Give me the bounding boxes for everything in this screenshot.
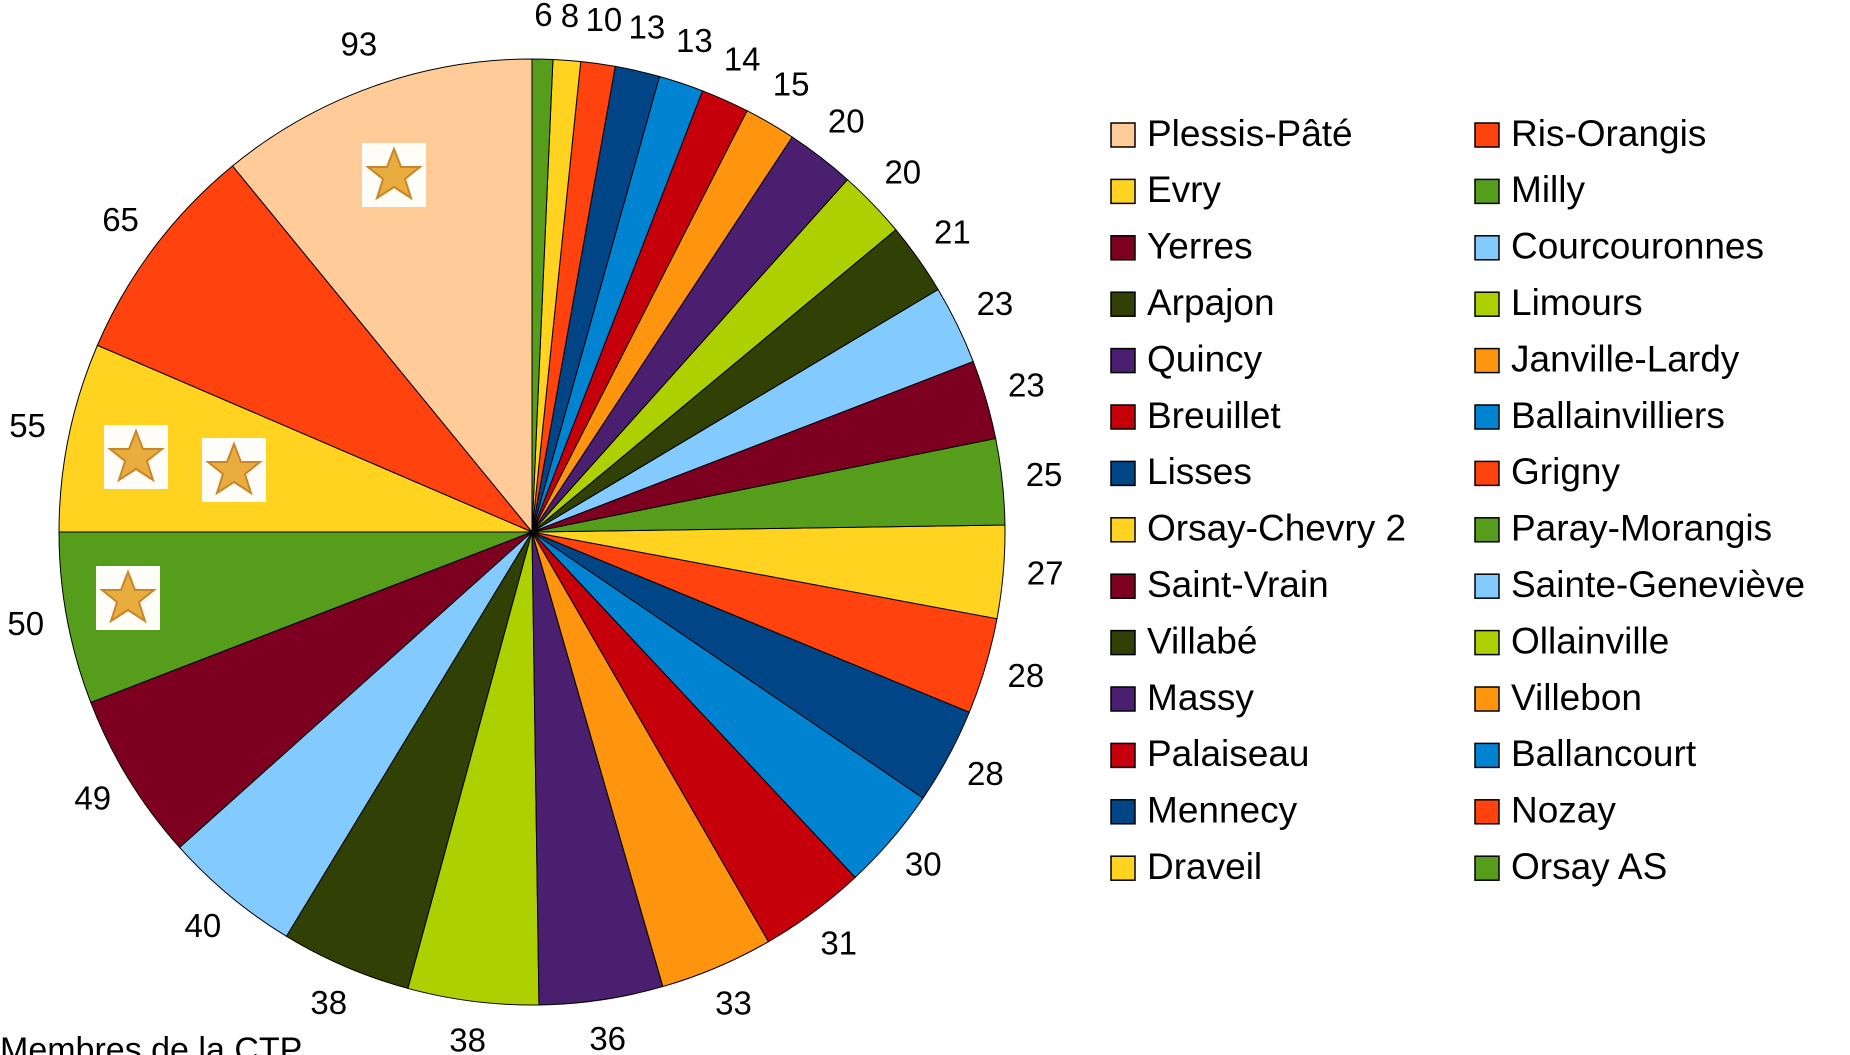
value-label: 20	[884, 153, 921, 190]
legend-label: Villabé	[1147, 620, 1257, 661]
value-label: 13	[629, 9, 666, 46]
legend-label: Janville-Lardy	[1511, 338, 1740, 379]
value-label: 49	[74, 780, 111, 817]
legend-swatch	[1111, 461, 1135, 485]
value-label: 8	[561, 0, 579, 34]
value-label: 38	[449, 1022, 486, 1055]
legend-label: Plessis-Pâté	[1147, 113, 1353, 154]
legend-label: Draveil	[1147, 846, 1262, 887]
legend-label: Ballancourt	[1511, 733, 1697, 774]
legend-swatch	[1111, 123, 1135, 147]
legend-label: Paray-Morangis	[1511, 508, 1772, 549]
value-label: 93	[340, 26, 377, 63]
legend-swatch	[1111, 179, 1135, 203]
legend-swatch	[1475, 461, 1499, 485]
legend-swatch	[1111, 856, 1135, 880]
legend-swatch	[1111, 236, 1135, 260]
legend-swatch	[1111, 518, 1135, 542]
value-label: 36	[589, 1020, 626, 1055]
legend-label: Evry	[1147, 169, 1222, 210]
legend-label: Nozay	[1511, 790, 1616, 831]
star-icon	[96, 566, 160, 630]
legend-swatch	[1475, 123, 1499, 147]
legend-label: Limours	[1511, 282, 1643, 323]
legend-swatch	[1111, 292, 1135, 316]
legend-swatch	[1475, 574, 1499, 598]
legend-swatch	[1111, 405, 1135, 429]
legend-label: Arpajon	[1147, 282, 1275, 323]
star-icon	[202, 438, 266, 502]
value-label: 10	[586, 1, 623, 38]
value-label: 28	[1007, 657, 1044, 694]
legend-swatch	[1475, 518, 1499, 542]
legend-swatch	[1475, 405, 1499, 429]
legend-swatch	[1111, 743, 1135, 767]
legend-label: Lisses	[1147, 451, 1252, 492]
legend-label: Orsay AS	[1511, 846, 1667, 887]
legend-label: Mennecy	[1147, 790, 1298, 831]
legend-label: Yerres	[1147, 226, 1253, 267]
legend-label: Palaiseau	[1147, 733, 1310, 774]
value-label: 15	[773, 66, 810, 103]
legend-swatch	[1475, 179, 1499, 203]
legend-label: Massy	[1147, 677, 1254, 718]
legend-label: Villebon	[1511, 677, 1642, 718]
value-label: 25	[1026, 456, 1063, 493]
value-label: 55	[9, 407, 46, 444]
legend-label: Breuillet	[1147, 395, 1281, 436]
value-label: 13	[676, 22, 713, 59]
legend-swatch	[1475, 743, 1499, 767]
value-label: 23	[1008, 366, 1045, 403]
value-label: 27	[1027, 554, 1064, 591]
value-label: 28	[967, 755, 1004, 792]
value-label: 38	[310, 984, 347, 1021]
value-label: 30	[905, 846, 942, 883]
value-label: 31	[820, 924, 857, 961]
legend-swatch	[1111, 349, 1135, 373]
legend-label: Milly	[1511, 169, 1585, 210]
legend-label: Grigny	[1511, 451, 1620, 492]
legend-label: Courcouronnes	[1511, 226, 1764, 267]
value-label: 33	[715, 985, 752, 1022]
value-label: 50	[7, 605, 44, 642]
star-icon	[362, 143, 426, 207]
legend-swatch	[1475, 349, 1499, 373]
chart: Membres de la CTP 93 65 55 50 49 40 38 38 36 33 31…	[0, 0, 1850, 1055]
value-label: 6	[534, 0, 552, 33]
legend-swatch	[1475, 292, 1499, 316]
legend-swatch	[1111, 687, 1135, 711]
value-label: 40	[185, 907, 222, 944]
legend-swatch	[1111, 800, 1135, 824]
legend-label: Ris-Orangis	[1511, 113, 1706, 154]
legend-label: Ballainvilliers	[1511, 395, 1725, 436]
legend-swatch	[1475, 236, 1499, 260]
star-icon	[104, 425, 168, 489]
value-label: 20	[828, 103, 865, 140]
legend-swatch	[1475, 856, 1499, 880]
legend-swatch	[1475, 631, 1499, 655]
legend-label: Ollainville	[1511, 620, 1669, 661]
chart-title: Membres de la CTP	[0, 1031, 302, 1055]
legend-swatch	[1475, 800, 1499, 824]
legend-swatch	[1475, 687, 1499, 711]
legend-swatch	[1111, 574, 1135, 598]
value-label: 21	[934, 213, 971, 250]
pie	[59, 59, 1005, 1005]
legend-label: Orsay-Chevry 2	[1147, 508, 1406, 549]
legend-label: Sainte-Geneviève	[1511, 564, 1805, 605]
legend-swatch	[1111, 631, 1135, 655]
value-label: 23	[977, 285, 1014, 322]
value-label: 65	[102, 201, 139, 238]
legend-label: Quincy	[1147, 338, 1263, 379]
value-label: 14	[724, 41, 761, 78]
legend-label: Saint-Vrain	[1147, 564, 1329, 605]
